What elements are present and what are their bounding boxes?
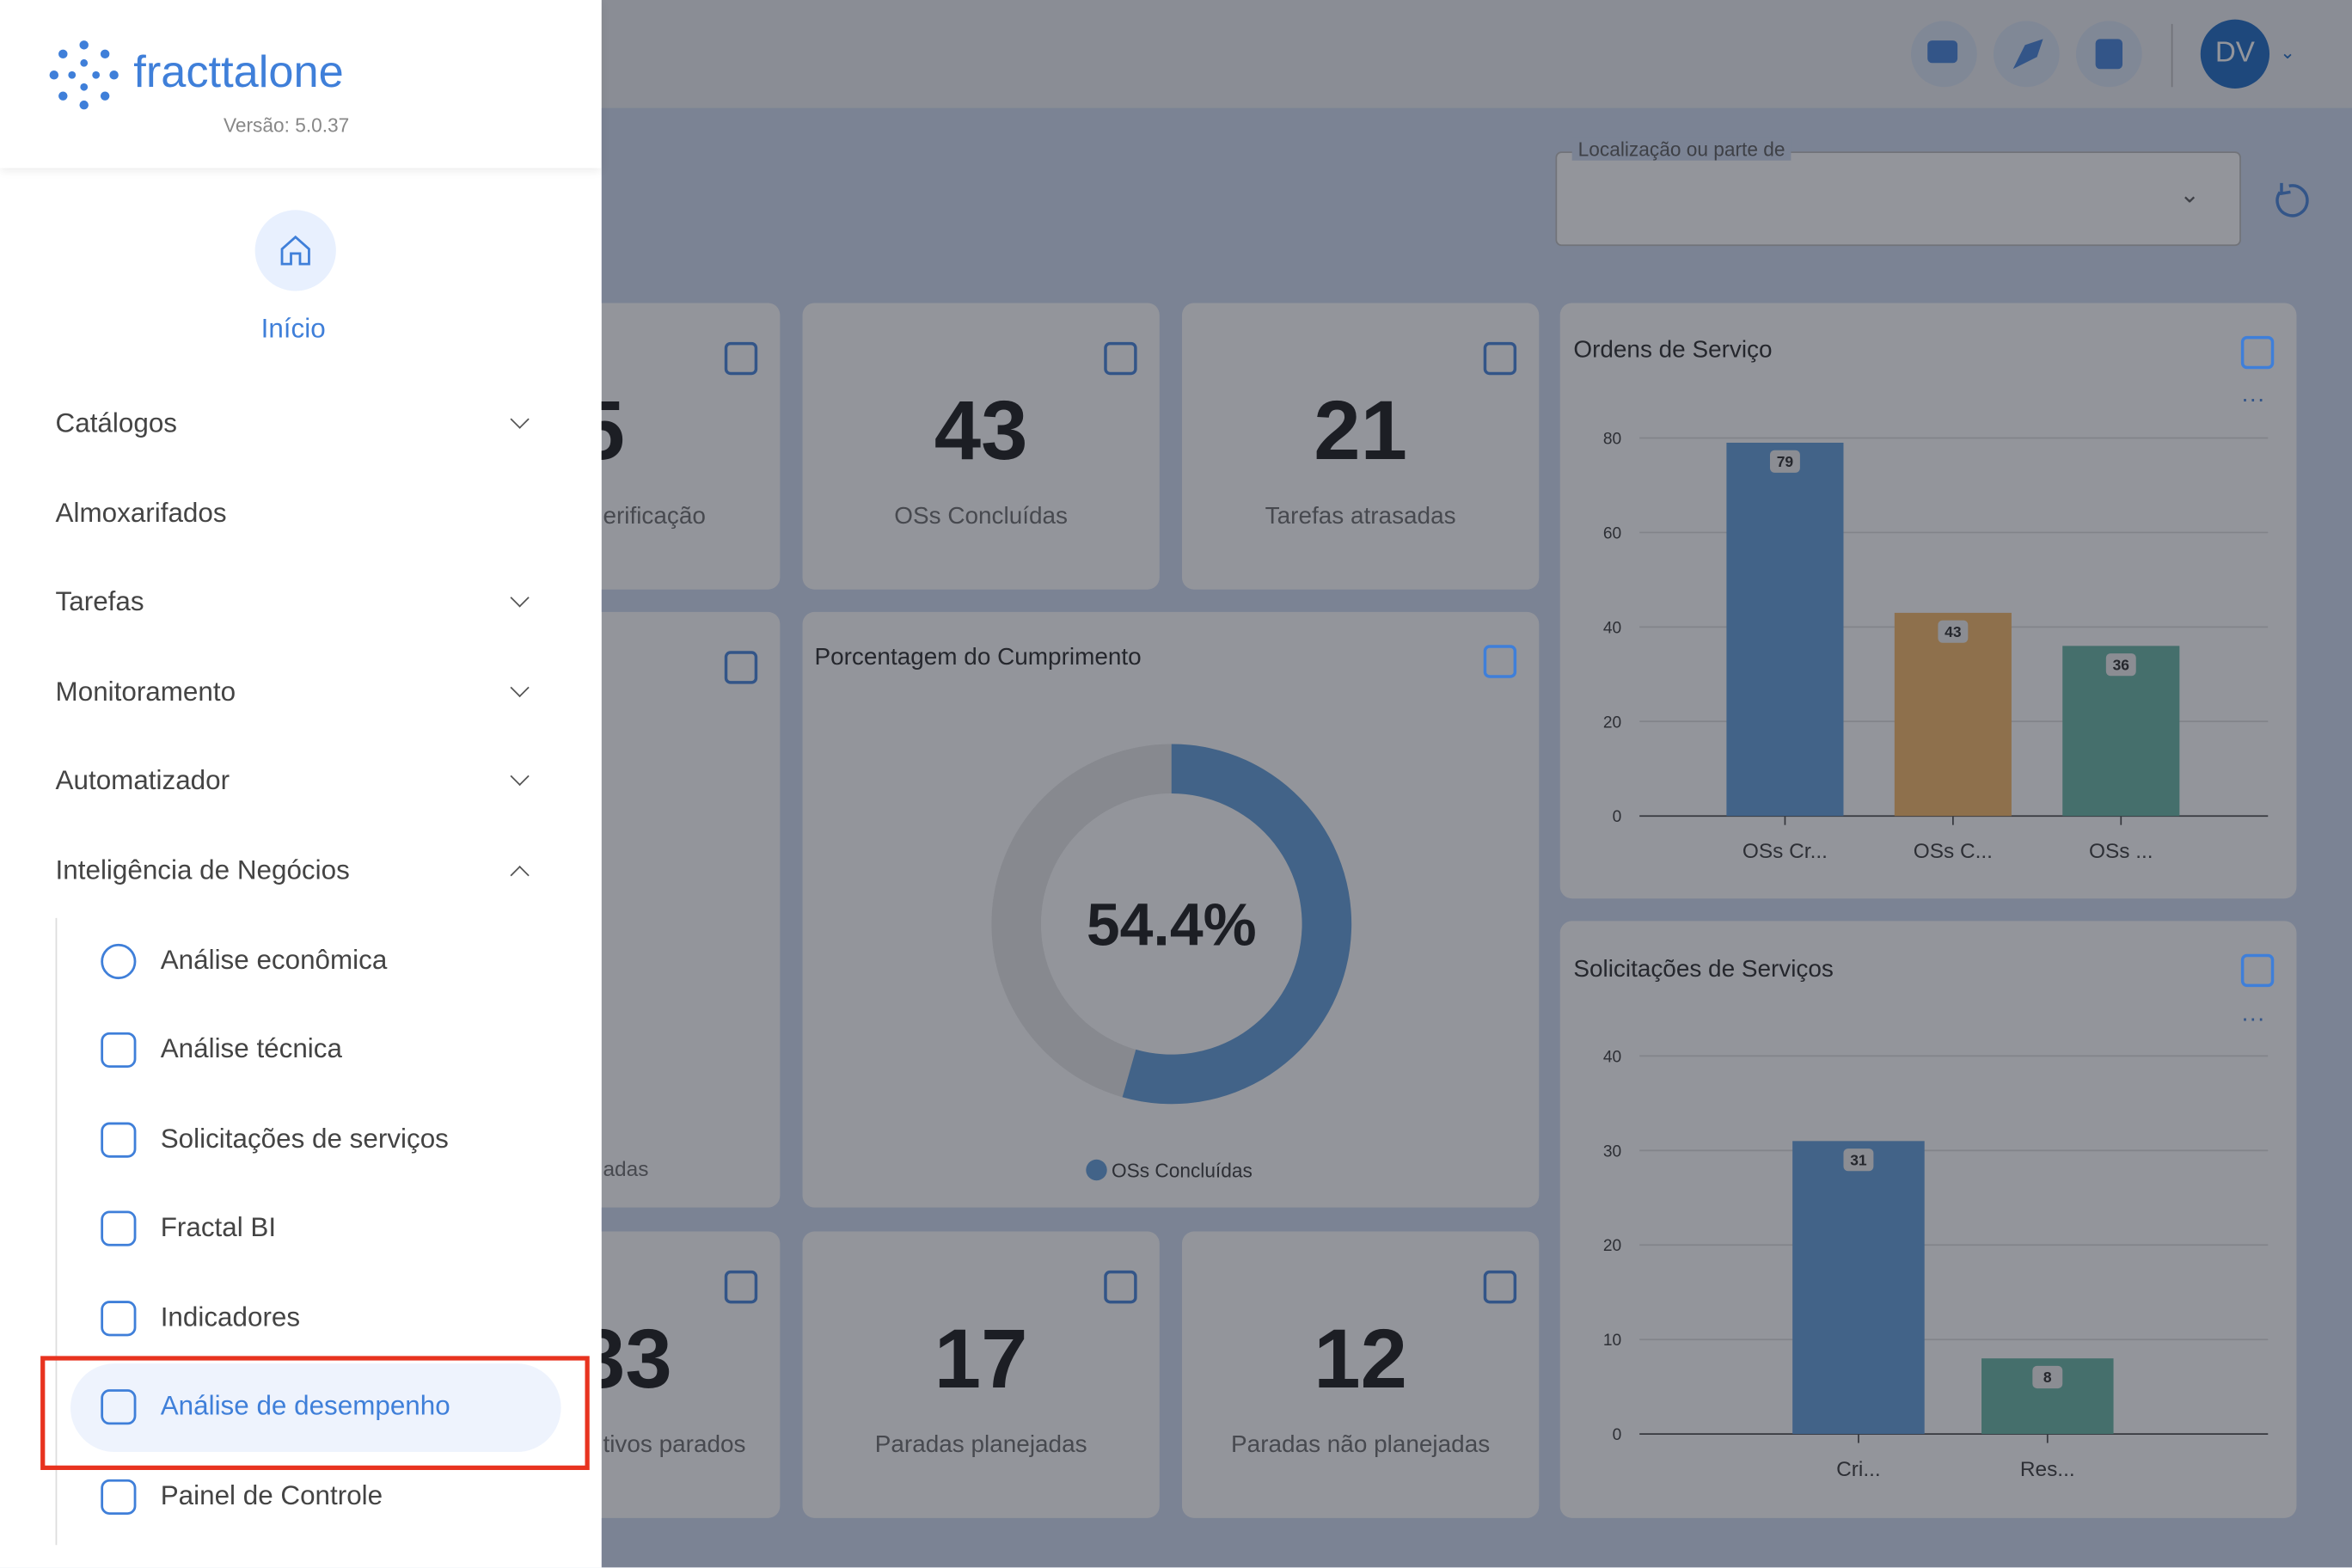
- menu-chevron: [510, 588, 530, 608]
- brand-suffix: one: [268, 47, 344, 98]
- submenu-icon: [101, 1210, 137, 1246]
- submenu-icon: [101, 1389, 137, 1425]
- backdrop-overlay[interactable]: [601, 0, 2352, 1568]
- icon-shape: [101, 1389, 137, 1425]
- version: Versão: 5.0.37: [223, 113, 350, 137]
- sidebar: fracttalone Versão: 5.0.37 Início Catálo…: [0, 0, 602, 1568]
- submenu-item[interactable]: Análise econômica: [160, 945, 388, 976]
- highlight-box: [40, 1356, 590, 1470]
- menu-item[interactable]: Automatizador: [55, 764, 230, 795]
- icon-shape: [101, 1479, 137, 1515]
- submenu-icon: [101, 943, 137, 980]
- home-icon: [280, 235, 310, 266]
- brand: fracttalone: [133, 48, 343, 99]
- menu-item[interactable]: Tarefas: [55, 586, 144, 617]
- open-icon[interactable]: [2240, 953, 2275, 988]
- open-icon[interactable]: [1483, 645, 1517, 678]
- menu-item[interactable]: Inteligência de Negócios: [55, 854, 350, 885]
- icon-shape: [101, 943, 137, 980]
- submenu-icon: [101, 1032, 137, 1069]
- icon-shape: [101, 1210, 137, 1246]
- menu-chevron: [510, 677, 530, 698]
- submenu-item[interactable]: Análise técnica: [160, 1033, 342, 1064]
- submenu-icon: [101, 1122, 137, 1158]
- submenu-item[interactable]: Indicadores: [160, 1302, 301, 1332]
- submenu-item[interactable]: Análise de desempenho: [160, 1390, 450, 1421]
- icon-shape: [101, 1032, 137, 1069]
- submenu-line: [55, 917, 58, 1546]
- home-label[interactable]: Início: [260, 313, 326, 344]
- open-icon[interactable]: [2240, 335, 2275, 370]
- menu-item[interactable]: Catálogos: [55, 407, 178, 438]
- logo-mark: [49, 40, 119, 110]
- menu-chevron: [510, 766, 530, 787]
- icon-shape: [101, 1122, 137, 1158]
- submenu-item[interactable]: Solicitações de serviços: [160, 1123, 449, 1154]
- submenu-item[interactable]: Painel de Controle: [160, 1480, 383, 1511]
- home-button[interactable]: [254, 210, 336, 291]
- submenu-icon: [101, 1479, 137, 1515]
- submenu-item[interactable]: Fractal BI: [160, 1211, 277, 1242]
- menu-chevron: [510, 866, 530, 885]
- menu-chevron: [510, 409, 530, 429]
- active-item-bg: [70, 1363, 561, 1453]
- submenu-icon: [101, 1301, 137, 1337]
- brand-name: fracttal: [133, 47, 269, 98]
- menu-item[interactable]: Monitoramento: [55, 676, 236, 707]
- menu-item[interactable]: Almoxarifados: [55, 498, 227, 529]
- icon-shape: [101, 1301, 137, 1337]
